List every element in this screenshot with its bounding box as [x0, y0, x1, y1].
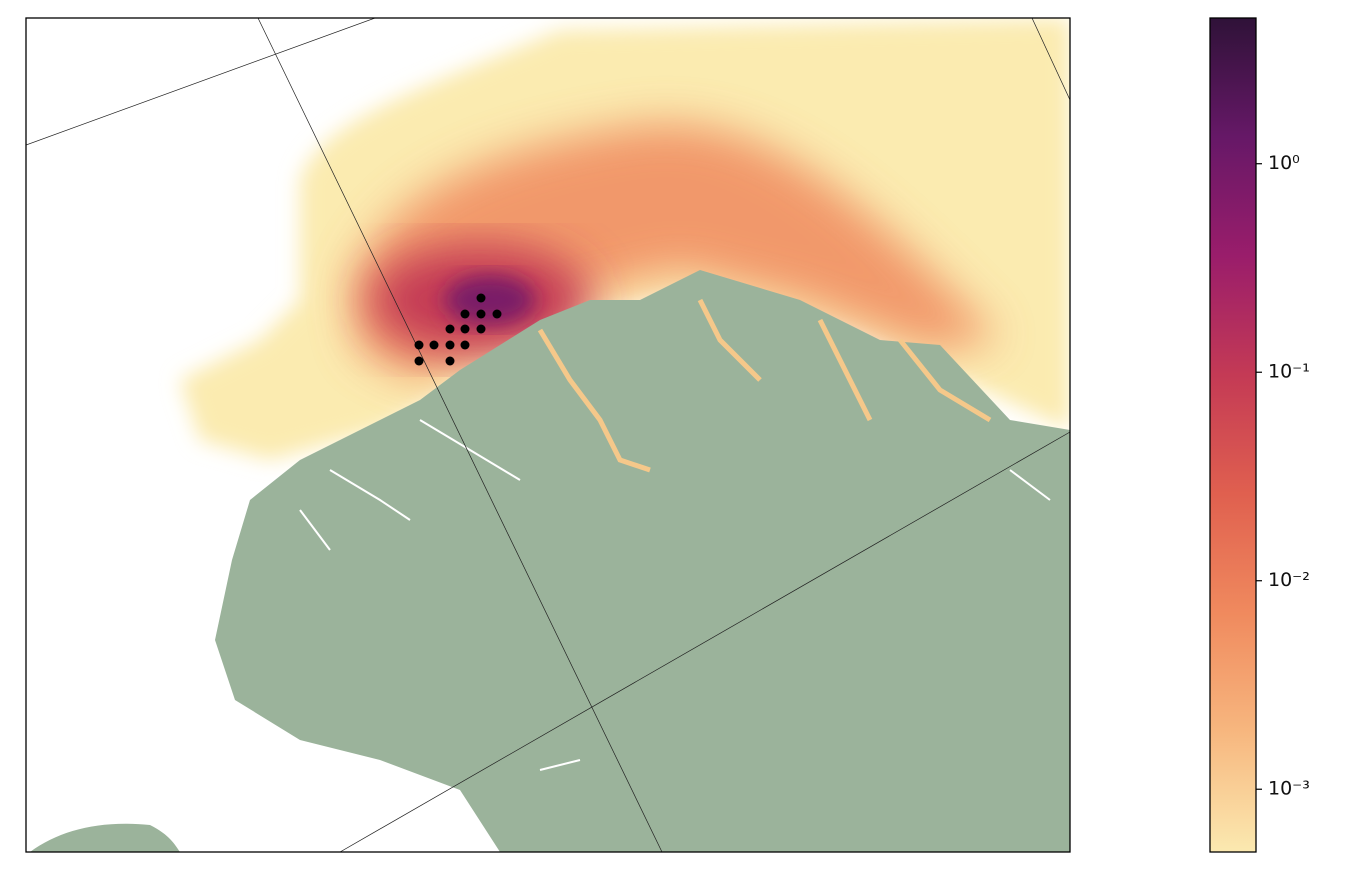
colorbar-tick-label: 10⁰	[1268, 152, 1300, 174]
colorbar-fill	[1209, 17, 1257, 853]
land-southwest	[30, 823, 180, 852]
plume-center	[445, 275, 535, 325]
release-points	[414, 293, 502, 366]
release-point	[414, 356, 424, 366]
map	[26, 18, 1070, 852]
meridian	[1031, 18, 1070, 101]
release-point	[476, 324, 486, 334]
meridian	[257, 18, 663, 852]
release-point	[414, 340, 424, 350]
colorbar-tick-label: 10⁻¹	[1268, 361, 1310, 383]
release-point	[460, 324, 470, 334]
colorbar-tick-label: 10⁻³	[1268, 778, 1310, 800]
release-point	[460, 340, 470, 350]
parallel	[26, 18, 376, 146]
map-frame	[25, 17, 1071, 853]
lakes	[299, 419, 1051, 771]
colorbar-tick-label: 10⁻²	[1268, 569, 1310, 591]
colorbar: 10⁰ 10⁻¹ 10⁻² 10⁻³	[1209, 17, 1310, 853]
parallel	[339, 431, 1070, 852]
release-point	[492, 309, 502, 319]
release-point	[445, 356, 455, 366]
release-point	[445, 324, 455, 334]
land	[215, 270, 1070, 852]
release-point	[445, 340, 455, 350]
release-point	[429, 340, 439, 350]
graticule	[26, 18, 1070, 852]
release-point	[460, 309, 470, 319]
fjords	[537, 298, 992, 473]
release-point	[476, 293, 486, 303]
release-point	[476, 309, 486, 319]
